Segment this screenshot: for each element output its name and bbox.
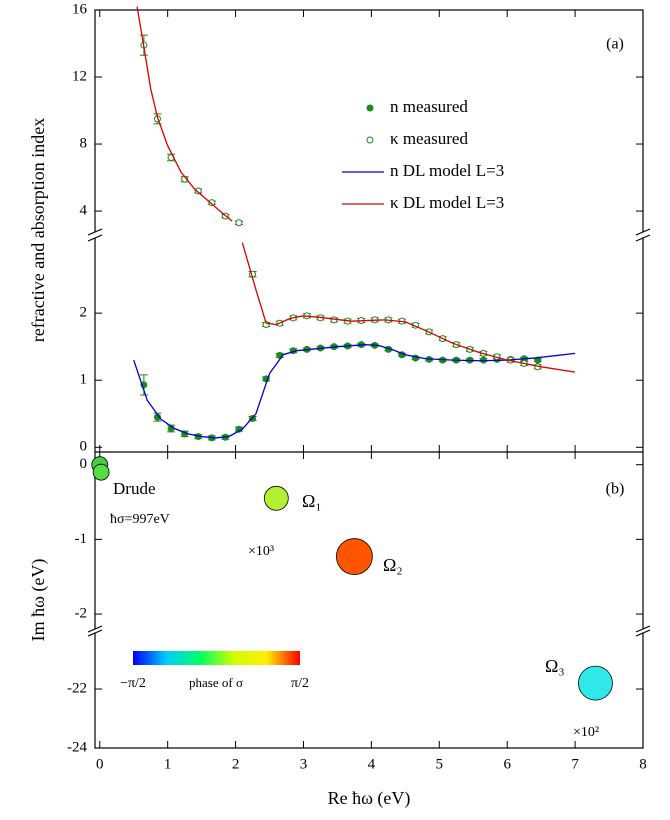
- colorbar-title: phase of σ: [189, 675, 243, 690]
- legend-marker: [366, 104, 374, 112]
- panel-label: (a): [606, 36, 624, 53]
- axis-break: [635, 228, 651, 236]
- axis-break: [87, 228, 103, 236]
- axis-break: [87, 234, 103, 242]
- bubble: [263, 485, 289, 511]
- axis-break-gap: [641, 232, 645, 238]
- colorbar-max: π/2: [291, 676, 309, 691]
- x-tick-label: 8: [639, 756, 647, 772]
- y-tick-label: -24: [67, 739, 87, 755]
- x-tick-label: 1: [164, 756, 172, 772]
- x-tick-label: 2: [232, 756, 240, 772]
- x-tick-label: 6: [503, 756, 511, 772]
- panel-label: (b): [606, 481, 625, 498]
- y-tick-label: 2: [80, 305, 88, 321]
- colorbar: [133, 651, 300, 665]
- y-tick-label: -2: [75, 606, 88, 622]
- axis-break: [635, 629, 651, 637]
- y-tick-label: 8: [80, 135, 88, 151]
- x-tick-label: 3: [300, 756, 308, 772]
- axis-break: [87, 625, 103, 633]
- y-axis-label: refractive and absorption index: [28, 118, 48, 342]
- axis-break-gap: [641, 629, 645, 633]
- model-line: [133, 344, 576, 439]
- bubble: [336, 538, 373, 575]
- bubble: [578, 665, 613, 701]
- y-tick-label: 0: [80, 456, 88, 472]
- legend-label: n measured: [390, 97, 468, 116]
- x-tick-label: 7: [571, 756, 579, 772]
- axis-break: [635, 625, 651, 633]
- legend-label: κ DL model L=3: [390, 193, 504, 212]
- y-tick-label: -1: [75, 531, 88, 547]
- bubble: [92, 463, 110, 481]
- y-tick-label: 1: [80, 372, 88, 388]
- y-tick-label: 4: [80, 202, 88, 218]
- y-tick-label: 12: [72, 68, 87, 84]
- x-tick-label: 4: [368, 756, 376, 772]
- axis-break: [635, 234, 651, 242]
- data-point: [194, 187, 202, 195]
- y-tick-label: 0: [80, 439, 88, 455]
- axis-break: [87, 629, 103, 637]
- legend-label: n DL model L=3: [390, 161, 504, 180]
- bubble-label: Ω₃: [545, 656, 565, 676]
- annotation: ħσ=997eV: [110, 512, 170, 527]
- colorbar-min: −π/2: [120, 676, 146, 691]
- y-tick-label: -22: [67, 680, 87, 696]
- x-tick-label: 5: [436, 756, 444, 772]
- axis-break-gap: [93, 629, 97, 633]
- annotation: ×10²: [573, 725, 599, 740]
- model-line: [136, 6, 233, 222]
- bubble-label: Ω₂: [383, 555, 403, 575]
- x-axis-label: Re ħω (eV): [328, 788, 411, 809]
- data-point: [208, 199, 216, 207]
- y-axis-label: Im ħω (eV): [28, 559, 49, 642]
- legend-label: κ measured: [390, 129, 468, 148]
- x-tick-label: 0: [96, 756, 104, 772]
- bubble-label: Ω₁: [302, 491, 322, 511]
- annotation: ×10³: [248, 544, 274, 559]
- legend-marker: [366, 136, 374, 144]
- frame: [94, 9, 644, 749]
- y-tick-label: 16: [72, 1, 88, 17]
- model-line: [241, 242, 576, 373]
- axis-break-gap: [93, 232, 97, 238]
- data-point: [235, 219, 243, 227]
- annotation: Drude: [113, 479, 155, 498]
